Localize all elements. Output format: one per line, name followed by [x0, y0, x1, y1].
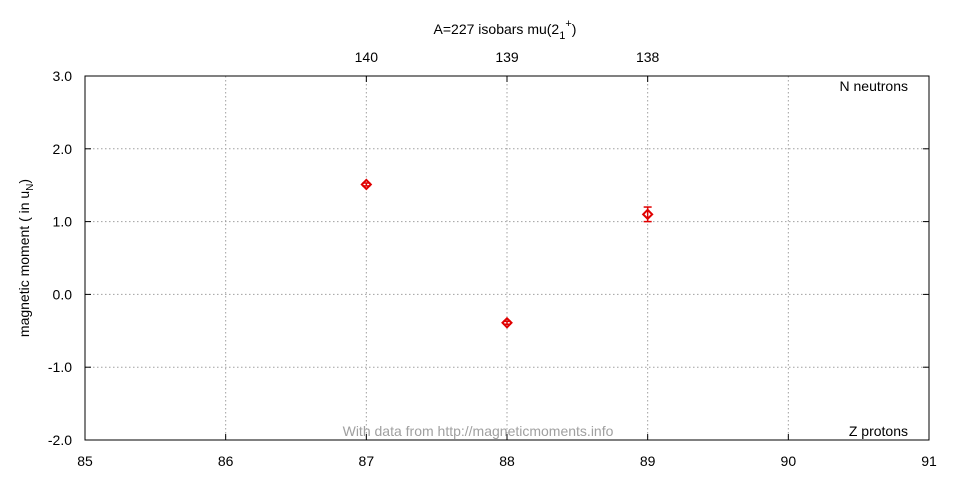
y-axis-label-end: )	[16, 179, 32, 184]
y-tick-label: 0.0	[53, 286, 73, 302]
x2-tick-label: 139	[495, 49, 519, 65]
y-tick-label: -2.0	[48, 432, 72, 448]
chart-title-subscript: 1	[559, 30, 565, 42]
chart-title-end: )	[572, 21, 577, 37]
chart-title: A=227 isobars mu(21+)	[434, 18, 577, 42]
diamond-marker	[360, 178, 373, 191]
x-tick-label: 91	[921, 453, 937, 469]
x2-axis-label: N neutrons	[840, 78, 908, 94]
diamond-marker	[641, 208, 654, 221]
tick-marks	[84, 75, 930, 441]
x-tick-label: 90	[781, 453, 797, 469]
x-tick-label: 86	[218, 453, 234, 469]
tick-labels: 85 86 87 88 89 90 91 -2.0 -1.0 0.0 1.0 2.0 3.0 140 139…	[48, 49, 937, 469]
chart-title-superscript: +	[565, 18, 571, 30]
y-tick-label: 1.0	[53, 214, 73, 230]
data-point	[360, 178, 373, 191]
y-tick-label: 3.0	[53, 68, 73, 84]
x2-tick-label: 140	[355, 49, 379, 65]
x-tick-label: 87	[359, 453, 375, 469]
x2-tick-label: 138	[636, 49, 660, 65]
grid	[85, 76, 929, 440]
x-tick-label: 85	[77, 453, 93, 469]
y-axis-label: magnetic moment ( in uN)	[16, 179, 36, 337]
x-tick-label: 89	[640, 453, 656, 469]
data-point	[641, 206, 654, 223]
x-axis-label: Z protons	[849, 423, 908, 439]
watermark: With data from http://magneticmoments.in…	[343, 423, 614, 439]
y-axis-label-main: magnetic moment ( in u	[16, 191, 32, 337]
y-tick-label: 2.0	[53, 141, 73, 157]
chart-title-main: A=227 isobars mu(2	[434, 21, 560, 37]
data-points	[360, 178, 654, 329]
y-axis-label-subscript: N	[25, 184, 36, 191]
data-point	[501, 316, 513, 329]
diamond-marker	[501, 316, 513, 329]
y-tick-label: -1.0	[48, 359, 72, 375]
x-tick-label: 88	[499, 453, 515, 469]
